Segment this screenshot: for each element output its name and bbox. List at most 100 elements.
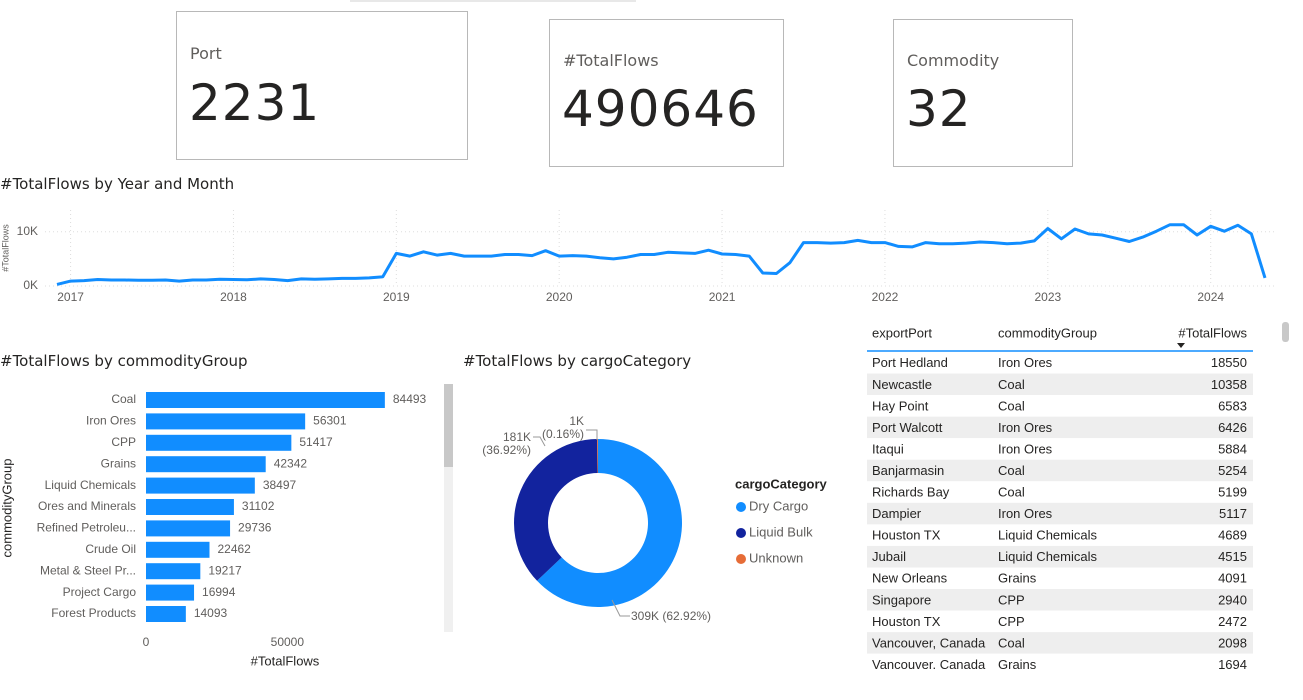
line bbox=[56, 223, 1267, 286]
y-tick-label: Project Cargo bbox=[63, 585, 137, 599]
table-cell: Coal bbox=[998, 485, 1025, 500]
table-cell: Itaqui bbox=[872, 441, 904, 456]
table-cell: Grains bbox=[998, 657, 1037, 672]
table-cell: 1694 bbox=[1218, 657, 1247, 672]
table-cell: Houston TX bbox=[872, 528, 941, 543]
y-tick-label: 10K bbox=[17, 224, 38, 238]
table-cell: 10358 bbox=[1211, 377, 1247, 392]
bar bbox=[146, 541, 210, 558]
table-row bbox=[867, 545, 1253, 568]
data-label: 29736 bbox=[238, 521, 272, 535]
card-label: #TotalFlows bbox=[563, 51, 659, 70]
card-label: Port bbox=[190, 44, 222, 63]
y-tick-label: Coal bbox=[111, 392, 136, 406]
table-cell: 2098 bbox=[1218, 635, 1247, 650]
data-label: 22462 bbox=[217, 542, 251, 556]
table-row bbox=[867, 416, 1253, 439]
y-tick-label: CPP bbox=[111, 435, 136, 449]
card[interactable]: #TotalFlows 490646 bbox=[549, 19, 784, 167]
table-cell: Hay Point bbox=[872, 398, 929, 413]
scrollbar-track[interactable] bbox=[444, 384, 453, 632]
data-label: 38497 bbox=[263, 478, 297, 492]
table-row bbox=[867, 352, 1253, 374]
table-cell: 5884 bbox=[1218, 441, 1247, 456]
data-label: 56301 bbox=[313, 414, 347, 428]
data-label: 31102 bbox=[242, 499, 275, 513]
column-header: commodityGroup bbox=[998, 325, 1097, 340]
y-tick-label: Grains bbox=[101, 456, 136, 470]
table-cell: Iron Ores bbox=[998, 506, 1053, 521]
card-value: 32 bbox=[906, 80, 972, 138]
y-tick-label: Metal & Steel Pr... bbox=[40, 563, 136, 577]
table-cell: Banjarmasin bbox=[872, 463, 944, 478]
data-label: 1K (0.16%) bbox=[541, 414, 584, 441]
table-cell: 4689 bbox=[1218, 528, 1247, 543]
y-tick-label: Liquid Chemicals bbox=[45, 478, 136, 492]
table-cell: 4515 bbox=[1218, 549, 1247, 564]
table-row bbox=[867, 481, 1253, 503]
x-tick-label: 0 bbox=[143, 635, 150, 649]
data-label: 16994 bbox=[202, 585, 236, 599]
scrollbar-thumb[interactable] bbox=[444, 384, 453, 467]
bar bbox=[146, 434, 292, 451]
table-cell: Dampier bbox=[872, 506, 922, 521]
table-row bbox=[867, 589, 1253, 611]
table-row bbox=[867, 567, 1253, 590]
y-tick-label: 0K bbox=[23, 278, 38, 292]
table-cell: 2940 bbox=[1218, 592, 1247, 607]
column-header: #TotalFlows bbox=[1178, 325, 1247, 340]
bar bbox=[146, 520, 231, 537]
table-cell: CPP bbox=[998, 614, 1025, 629]
table-row bbox=[867, 438, 1253, 460]
legend-swatch bbox=[736, 528, 746, 538]
table-row bbox=[867, 610, 1253, 633]
x-tick-label: 2017 bbox=[57, 290, 84, 304]
table-cell: 5199 bbox=[1218, 485, 1247, 500]
legend-label: Dry Cargo bbox=[749, 498, 808, 513]
bar bbox=[146, 477, 255, 494]
table-cell: 6583 bbox=[1218, 398, 1247, 413]
leader-line bbox=[586, 429, 598, 440]
x-tick-label: 2023 bbox=[1034, 290, 1061, 304]
table-cell: Iron Ores bbox=[998, 420, 1053, 435]
table-cell: CPP bbox=[998, 592, 1025, 607]
y-tick-label: Refined Petroleu... bbox=[37, 521, 136, 535]
legend-title: cargoCategory bbox=[735, 476, 828, 491]
table-cell: New Orleans bbox=[872, 571, 948, 586]
table-cell: Grains bbox=[998, 571, 1037, 586]
card-value: 2231 bbox=[189, 74, 321, 132]
data-label: 14093 bbox=[194, 606, 228, 620]
x-tick-label: 50000 bbox=[271, 635, 305, 649]
legend-swatch bbox=[736, 502, 746, 512]
table-row bbox=[867, 459, 1253, 482]
table-row bbox=[867, 632, 1253, 654]
table-cell: Coal bbox=[998, 635, 1025, 650]
y-axis-label: commodityGroup bbox=[0, 459, 14, 558]
scrollbar-thumb[interactable] bbox=[1282, 322, 1289, 342]
card[interactable]: Port 2231 bbox=[176, 11, 468, 160]
sort-arrow bbox=[1177, 343, 1185, 348]
bar bbox=[146, 392, 385, 408]
table-cell: 2472 bbox=[1218, 614, 1247, 629]
legend-swatch bbox=[736, 554, 746, 564]
table-cell: Liquid Chemicals bbox=[998, 528, 1097, 543]
card-label: Commodity bbox=[907, 51, 1000, 70]
legend-label: Liquid Bulk bbox=[749, 524, 813, 539]
bar bbox=[146, 584, 195, 601]
y-tick-label: Ores and Minerals bbox=[38, 499, 136, 513]
table-cell: 5254 bbox=[1218, 463, 1247, 478]
table-cell: Vancouver, Canada bbox=[872, 635, 986, 650]
slice bbox=[597, 439, 598, 474]
table-row bbox=[867, 653, 1253, 676]
x-tick-label: 2020 bbox=[546, 290, 573, 304]
table-cell: Coal bbox=[998, 463, 1025, 478]
card[interactable]: Commodity 32 bbox=[893, 19, 1073, 167]
chart-title: #TotalFlows by cargoCategory bbox=[463, 352, 692, 370]
y-tick-label: Iron Ores bbox=[86, 414, 136, 428]
table-header bbox=[867, 322, 1253, 351]
chart-title: #TotalFlows by Year and Month bbox=[0, 175, 235, 193]
table-cell: Houston TX bbox=[872, 614, 941, 629]
table-cell: Jubail bbox=[872, 549, 906, 564]
table-cell: Vancouver. Canada bbox=[872, 657, 986, 672]
